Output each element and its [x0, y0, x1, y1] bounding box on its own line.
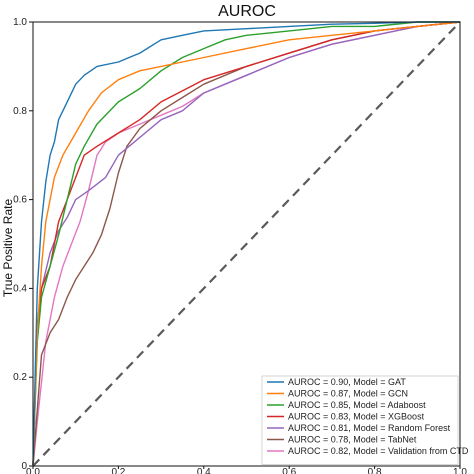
- legend-entry: AUROC = 0.81, Model = Random Forest: [288, 423, 451, 433]
- plot-area: 0 0.2 0.4 0.6 0.8 1.0 0.0 0.2 0.4 0.6 0.8 1.0: [13, 17, 467, 474]
- y-axis-label: True Positive Rate: [1, 199, 15, 298]
- x-tick-label: 0.0: [26, 467, 40, 474]
- roc-series-line-0: [32, 21, 460, 467]
- diagonal-reference-line: [32, 21, 461, 467]
- roc-series-line-1: [32, 21, 461, 467]
- x-tick-label: 1.0: [453, 467, 467, 474]
- x-tick-label: 0.6: [282, 467, 296, 474]
- legend-entry: AUROC = 0.90, Model = GAT: [288, 377, 406, 387]
- legend-entry: AUROC = 0.83, Model = XGBoost: [288, 412, 425, 422]
- y-tick-label: 1.0: [13, 17, 27, 28]
- legend-entry: AUROC = 0.85, Model = Adaboost: [288, 400, 426, 410]
- legend-entry: AUROC = 0.82, Model = Validation from CT…: [288, 446, 469, 456]
- legend: AUROC = 0.90, Model = GAT AUROC = 0.87, M…: [261, 375, 469, 465]
- y-tick-label: 0: [21, 461, 27, 472]
- y-tick-label: 0.4: [13, 283, 27, 294]
- plot-frame: [32, 21, 461, 467]
- chart-title: AUROC: [218, 3, 276, 20]
- y-tick-label: 0.2: [13, 372, 27, 383]
- legend-entry: AUROC = 0.87, Model = GCN: [288, 389, 408, 399]
- x-tick-label: 0.4: [197, 467, 211, 474]
- y-tick-label: 0.6: [13, 195, 27, 206]
- roc-series-line-4: [32, 21, 461, 467]
- x-tick-label: 0.2: [111, 467, 125, 474]
- x-tick-label: 0.8: [368, 467, 382, 474]
- y-tick-label: 0.8: [13, 106, 27, 117]
- legend-entry: AUROC = 0.78, Model = TabNet: [288, 435, 417, 445]
- roc-series-line-2: [32, 21, 460, 467]
- legend-box: [261, 375, 459, 465]
